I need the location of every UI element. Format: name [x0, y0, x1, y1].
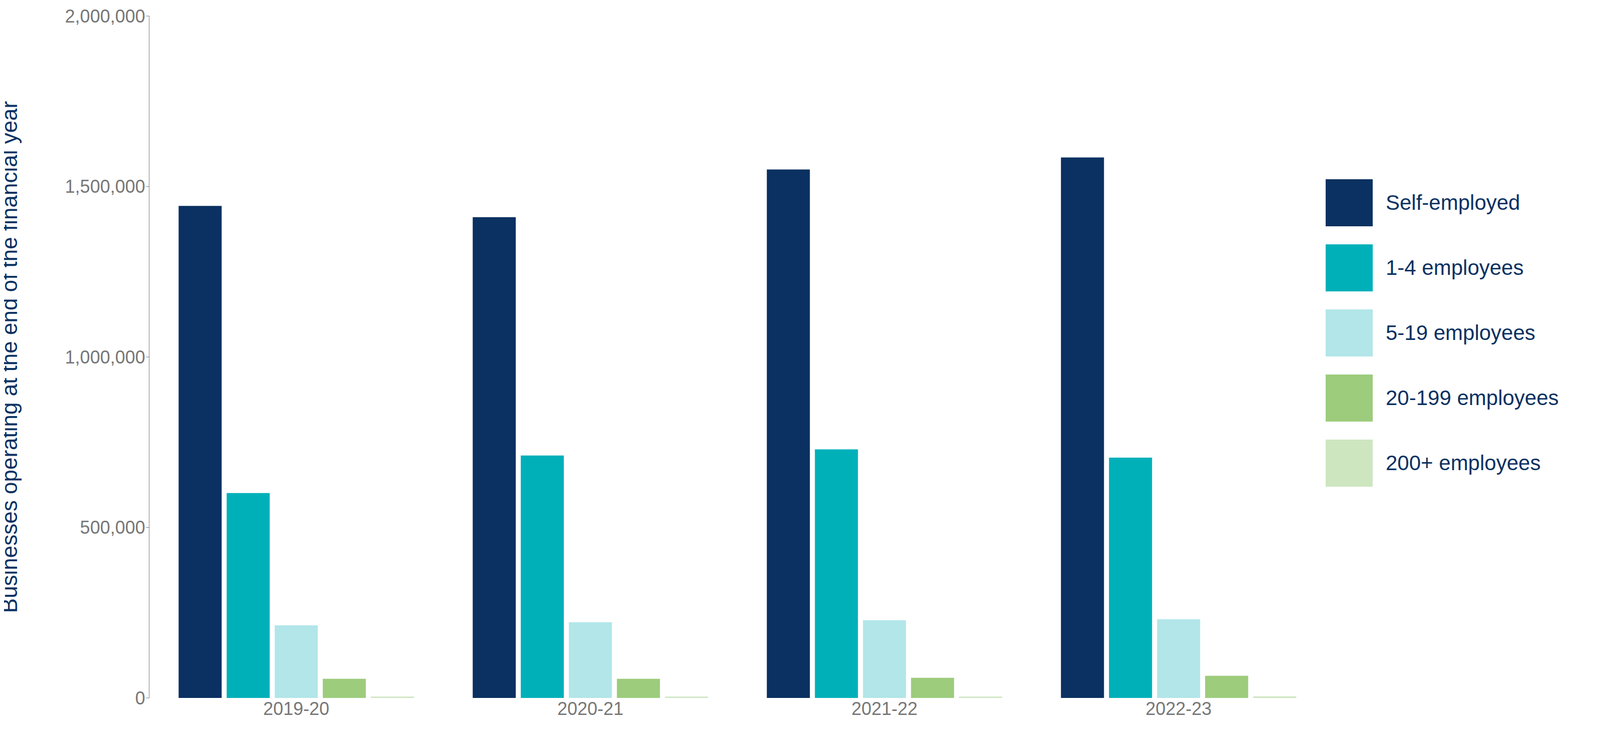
svg-text:2021-22: 2021-22: [851, 698, 918, 719]
svg-text:2020-21: 2020-21: [557, 698, 624, 719]
svg-text:2019-20: 2019-20: [263, 698, 330, 719]
html-text:20-199 employees: 20-199 employees: [1385, 385, 1559, 410]
html-text:5-19 employees: 5-19 employees: [1385, 320, 1536, 345]
svg-text:2,000,000: 2,000,000: [65, 6, 146, 27]
html-text:Self-employed: Self-employed: [1385, 190, 1521, 215]
svg-text:1,500,000: 1,500,000: [65, 176, 146, 197]
svg-text:0: 0: [135, 687, 146, 709]
svg-text:Businesses operating at the en: Businesses operating at the end of the f…: [4, 101, 22, 613]
svg-text:500,000: 500,000: [80, 517, 146, 538]
svg-text:1,000,000: 1,000,000: [65, 346, 146, 368]
svg-text:2022-23: 2022-23: [1145, 698, 1212, 719]
html-text:1-4 employees: 1-4 employees: [1385, 255, 1524, 280]
html-text:200+ employees: 200+ employees: [1385, 451, 1541, 475]
